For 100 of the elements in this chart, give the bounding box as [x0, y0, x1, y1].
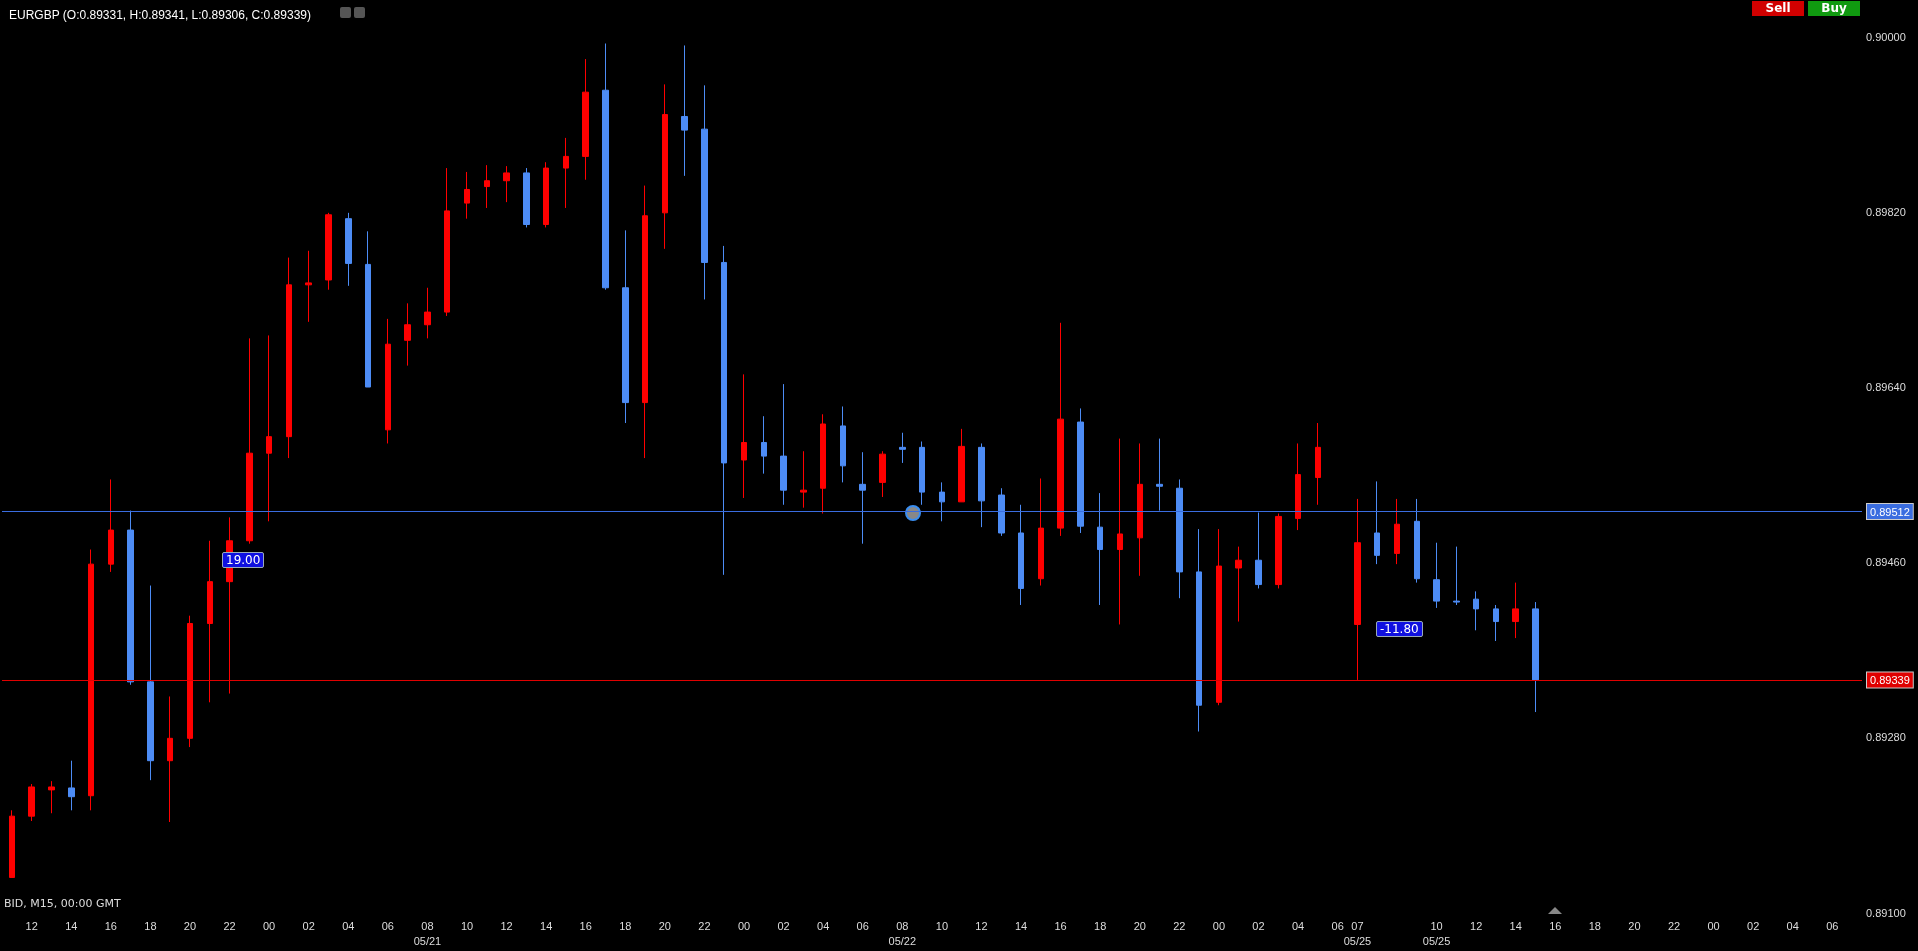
- x-tick-label: 22: [223, 920, 236, 932]
- candlestick: [1374, 480, 1380, 565]
- candlestick: [582, 58, 589, 181]
- candlestick: [28, 783, 35, 822]
- text: Buy: [1808, 1, 1860, 16]
- candlestick: [1196, 528, 1202, 732]
- x-tick-label: 22: [1667, 920, 1681, 932]
- candlestick: [345, 212, 352, 287]
- candlestick: [523, 167, 530, 228]
- candlestick: [1394, 498, 1400, 565]
- candlestick: [1532, 601, 1539, 713]
- candlestick: [859, 451, 866, 545]
- candlestick: [761, 415, 767, 475]
- x-tick-label: 20: [183, 920, 197, 932]
- candlestick: [602, 43, 609, 291]
- candlestick: [167, 695, 173, 823]
- candlestick: [9, 809, 15, 878]
- candlestick: [563, 137, 569, 209]
- candlestick: [1493, 604, 1499, 642]
- x-tick-label: 04: [1786, 920, 1799, 932]
- x-tick-label: 12: [1470, 920, 1483, 932]
- x-tick-label: 16: [104, 920, 117, 932]
- x-tick-label: 20: [658, 920, 671, 932]
- candlestick: [187, 615, 193, 748]
- candlestick: [108, 478, 114, 573]
- x-tick-label: 02: [302, 920, 315, 932]
- candlestick: [207, 540, 213, 703]
- x-tick-label: 14: [65, 920, 78, 932]
- x-tick-label: 14: [1014, 920, 1028, 932]
- candlestick: [68, 760, 75, 811]
- candlestick: [899, 432, 906, 464]
- x-tick-label: 14: [540, 920, 553, 932]
- x-tick-label: 20: [1628, 920, 1641, 932]
- x-tick-label: 00: [737, 920, 751, 932]
- annotation: 19.00: [222, 552, 265, 568]
- x-tick-label: 02: [1252, 920, 1265, 932]
- candlestick: [741, 373, 747, 499]
- x-tick-label: 10: [460, 920, 474, 932]
- candlestick: [919, 441, 925, 506]
- candlestick: [404, 302, 411, 367]
- x-tick-label: 06: [381, 920, 394, 932]
- candlestick: [1235, 546, 1242, 623]
- candlestick: [1216, 528, 1222, 706]
- candlestick: [1453, 546, 1460, 606]
- candlestick: [305, 250, 312, 323]
- annotation: BID, M15, 00:00 GMT: [4, 897, 121, 910]
- text: Sell: [1752, 1, 1804, 16]
- x-tick-label: 10: [935, 920, 949, 932]
- x-tick-label: 20: [1133, 920, 1146, 932]
- x-tick-label: 00: [1212, 920, 1226, 932]
- candlestick: [1255, 512, 1262, 589]
- candlestick: [266, 334, 272, 522]
- x-tick-label: 18: [1094, 920, 1107, 932]
- candlestick: [662, 83, 668, 250]
- candlestick: [701, 84, 708, 300]
- candlestick: [484, 164, 490, 209]
- candlestick: [998, 487, 1005, 537]
- candlestick: [88, 549, 94, 811]
- x-tick-label: 08 05/22: [888, 920, 917, 947]
- candlestick: [1433, 542, 1440, 609]
- candlestick: [1097, 492, 1103, 606]
- candlestick: [48, 780, 55, 814]
- candlestick: [543, 161, 549, 228]
- candlestick: [978, 442, 985, 528]
- candlestick: [365, 230, 371, 388]
- ref-line-label: 0.89339: [1870, 673, 1910, 686]
- candlestick: [721, 245, 727, 576]
- x-tick-label: 06: [856, 920, 869, 932]
- candlestick: [939, 481, 945, 522]
- candlestick: [1137, 442, 1143, 577]
- x-tick-label: 10 05/25: [1422, 920, 1451, 947]
- x-tick-label: 00: [1707, 920, 1720, 932]
- candlestick: [1038, 477, 1044, 587]
- candlestick: [622, 229, 629, 424]
- x-tick-label: 08 05/21: [413, 920, 442, 947]
- candlestick: [1018, 504, 1024, 606]
- x-tick-label: 12: [500, 920, 513, 932]
- y-tick-label: 0.89100: [1866, 906, 1906, 919]
- candlestick: [840, 405, 846, 483]
- candlestick: [424, 287, 431, 339]
- x-tick-label: 12: [975, 920, 988, 932]
- x-tick-label: 12: [25, 920, 38, 932]
- y-tick-label: 0.89820: [1866, 205, 1906, 218]
- x-tick-label: 04: [817, 920, 830, 932]
- x-tick-label: 22: [698, 920, 711, 932]
- x-tick-label: 14: [1509, 920, 1522, 932]
- candlestick: [1275, 513, 1282, 589]
- candlestick: [1414, 498, 1420, 584]
- candlestick: [503, 165, 510, 203]
- candlestick: [246, 337, 253, 545]
- candlestick: [1117, 438, 1123, 625]
- x-tick-label: 18: [1588, 920, 1601, 932]
- candlestick: [1156, 438, 1163, 512]
- candlestick: [147, 585, 154, 781]
- y-tick-label: 0.89280: [1866, 731, 1906, 744]
- x-tick-label: 16: [579, 920, 592, 932]
- y-tick-label: 0.89640: [1866, 381, 1906, 394]
- candlestick: [464, 171, 470, 220]
- candlestick: [800, 450, 807, 509]
- x-tick-label: 16: [1549, 920, 1562, 932]
